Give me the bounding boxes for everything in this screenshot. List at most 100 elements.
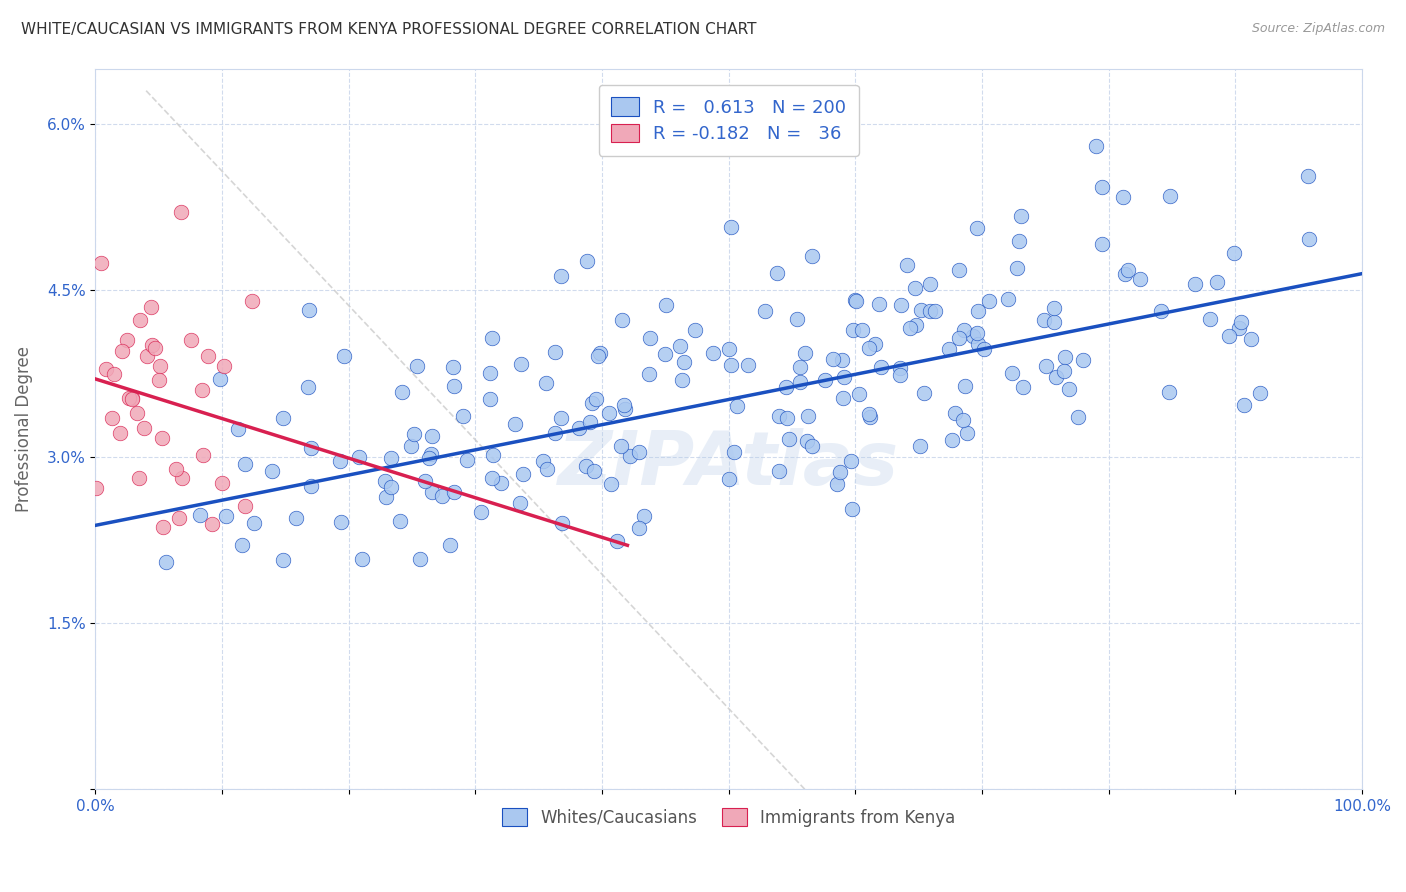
Point xyxy=(955,425,977,440)
Point xyxy=(912,386,935,401)
Point xyxy=(543,344,565,359)
Point xyxy=(420,429,443,443)
Point xyxy=(737,358,759,372)
Point xyxy=(1085,139,1108,153)
Point xyxy=(1010,209,1032,223)
Point xyxy=(1249,386,1271,401)
Point xyxy=(1112,190,1135,204)
Point xyxy=(260,464,283,478)
Legend: Whites/Caucasians, Immigrants from Kenya: Whites/Caucasians, Immigrants from Kenya xyxy=(494,800,965,835)
Point xyxy=(619,449,641,463)
Point xyxy=(298,302,321,317)
Point xyxy=(1012,380,1035,394)
Point xyxy=(191,448,214,462)
Point xyxy=(211,476,233,491)
Point xyxy=(374,474,396,488)
Point xyxy=(451,409,474,424)
Point xyxy=(1042,315,1064,329)
Point xyxy=(235,458,257,472)
Point xyxy=(673,355,696,369)
Point xyxy=(848,386,870,401)
Point xyxy=(1045,369,1067,384)
Point xyxy=(801,439,824,453)
Point xyxy=(391,384,413,399)
Point xyxy=(778,432,800,446)
Point xyxy=(890,298,912,312)
Point xyxy=(896,258,918,272)
Point xyxy=(924,303,946,318)
Point xyxy=(800,249,823,263)
Point xyxy=(633,509,655,524)
Point xyxy=(271,410,294,425)
Point xyxy=(534,376,557,390)
Point xyxy=(1150,304,1173,318)
Point xyxy=(910,440,932,454)
Point xyxy=(589,346,612,360)
Point xyxy=(96,361,118,376)
Point xyxy=(583,464,606,478)
Point xyxy=(1239,332,1261,346)
Point xyxy=(575,458,598,473)
Point xyxy=(150,431,173,445)
Point xyxy=(271,553,294,567)
Point xyxy=(627,520,650,534)
Point xyxy=(172,471,194,485)
Point xyxy=(685,323,707,337)
Point xyxy=(859,410,882,425)
Point xyxy=(215,508,238,523)
Point xyxy=(139,300,162,314)
Point xyxy=(284,511,307,525)
Point xyxy=(637,368,659,382)
Point xyxy=(111,343,134,358)
Point xyxy=(904,281,927,295)
Point xyxy=(125,406,148,420)
Point xyxy=(702,346,724,360)
Point xyxy=(640,331,662,345)
Point xyxy=(786,312,808,326)
Point xyxy=(831,392,853,406)
Point xyxy=(579,415,602,429)
Point xyxy=(478,366,501,380)
Point xyxy=(655,298,678,312)
Point xyxy=(863,337,886,351)
Text: ZIPAtlas: ZIPAtlas xyxy=(558,428,900,501)
Point xyxy=(1054,350,1077,364)
Point xyxy=(166,462,188,476)
Point xyxy=(1129,272,1152,286)
Point xyxy=(851,323,873,337)
Point xyxy=(889,368,911,383)
Point xyxy=(789,360,811,375)
Point xyxy=(1091,236,1114,251)
Point xyxy=(1073,352,1095,367)
Point xyxy=(233,500,256,514)
Point xyxy=(115,333,138,347)
Point xyxy=(668,339,690,353)
Point xyxy=(794,346,817,360)
Point xyxy=(1206,276,1229,290)
Point xyxy=(654,347,676,361)
Point xyxy=(1218,329,1240,343)
Point xyxy=(374,490,396,504)
Point xyxy=(180,333,202,347)
Point xyxy=(1005,261,1028,276)
Point xyxy=(858,342,880,356)
Point xyxy=(1008,234,1031,248)
Point xyxy=(240,293,263,308)
Point xyxy=(997,292,1019,306)
Point xyxy=(231,538,253,552)
Point xyxy=(456,453,478,467)
Point xyxy=(720,358,742,372)
Point xyxy=(197,349,219,363)
Point xyxy=(627,445,650,459)
Point xyxy=(725,399,748,413)
Point xyxy=(977,294,1000,309)
Point xyxy=(330,515,353,529)
Point xyxy=(380,451,402,466)
Point xyxy=(388,514,411,528)
Point xyxy=(152,520,174,534)
Point xyxy=(814,373,837,387)
Point xyxy=(973,342,995,356)
Point xyxy=(409,551,432,566)
Point xyxy=(1066,410,1088,425)
Point xyxy=(84,481,107,495)
